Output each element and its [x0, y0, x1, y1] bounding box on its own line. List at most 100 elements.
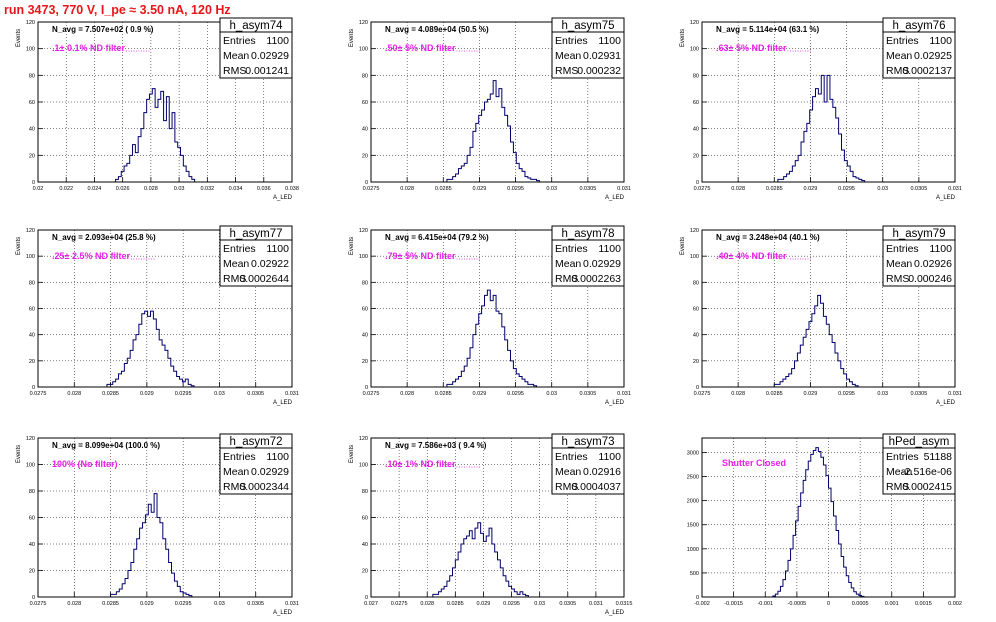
y-tick-label: 100	[359, 463, 368, 469]
y-tick-label: 120	[690, 228, 699, 234]
stat-value-mean: 0.02929	[583, 258, 621, 270]
stats-box-frame	[219, 17, 293, 79]
y-tick-label: 40	[29, 333, 35, 339]
x-tick-label: 0.0295	[507, 186, 524, 192]
x-axis-title: A_LED	[936, 195, 956, 201]
y-tick-label: 2500	[687, 475, 699, 481]
plot-frame	[701, 229, 956, 388]
x-tick-label: 0.032	[200, 186, 214, 192]
stat-value-rms: 0.0002415	[902, 481, 952, 493]
stats-box-frame	[219, 225, 293, 287]
y-tick-label: 60	[362, 100, 368, 106]
histogram-panel-h_asym75: 0.0275 0.028 0.0285 0.029 0.0295 0.03 0.0305 0.…	[349, 17, 631, 201]
y-tick-label: 40	[693, 127, 699, 133]
y-tick-label: 100	[690, 47, 699, 53]
x-tick-label: 0.031	[285, 601, 299, 607]
stat-label-entries: Entries	[886, 243, 919, 255]
histogram-panel-h_asym78: 0.0275 0.028 0.0285 0.029 0.0295 0.03 0.0305 0.…	[349, 225, 631, 406]
x-tick-label: 0.0275	[694, 391, 711, 397]
y-tick-label: 120	[26, 228, 35, 234]
n-avg-label: N_avg = 2.093e+04 (25.8 %)	[52, 233, 156, 242]
y-tick-label: 1500	[687, 523, 699, 529]
stats-box-frame	[551, 225, 625, 287]
y-tick-label: 80	[362, 489, 368, 495]
y-tick-label: 2000	[687, 499, 699, 505]
y-tick-label: 120	[26, 436, 35, 442]
stat-value-entries: 1100	[929, 243, 952, 255]
plot-frame	[370, 21, 625, 183]
x-tick-label: 0.0295	[507, 391, 524, 397]
stat-label-mean: Mean	[886, 466, 912, 478]
x-axis-title: A_LED	[273, 400, 293, 406]
stat-value-mean: 0.02929	[251, 50, 289, 62]
x-tick-label: 0.028	[731, 186, 745, 192]
stat-value-rms: 0.0002263	[571, 273, 621, 285]
x-tick-label: 0.0305	[910, 391, 927, 397]
stat-value-entries: 1100	[598, 451, 621, 463]
x-tick-label: 0.0305	[910, 186, 927, 192]
stats-box: h_asym76 Entries 1100 Mean 0.02925 RMS0.00021…	[882, 17, 956, 79]
y-tick-label: 20	[362, 569, 368, 575]
stat-value-rms: 0.001241	[245, 65, 289, 77]
x-tick-label: -0.0005	[788, 601, 807, 607]
y-tick-label: 20	[29, 569, 35, 575]
x-axis-title: A_LED	[605, 610, 625, 616]
y-tick-label: 60	[693, 307, 699, 313]
x-axis-title: A_LED	[936, 400, 956, 406]
histogram-name: h_asym73	[561, 436, 614, 448]
stat-value-mean: 0.02931	[583, 50, 621, 62]
y-tick-label: 40	[362, 542, 368, 548]
stats-box: h_asym79 Entries 1100 Mean 0.02926 RMS0.00024…	[882, 225, 956, 287]
x-tick-label: 0.03	[877, 391, 888, 397]
stats-box-frame	[882, 17, 956, 79]
y-tick-label: 20	[693, 153, 699, 159]
x-tick-label: 0.0285	[766, 186, 783, 192]
x-tick-label: 0.0005	[852, 601, 869, 607]
stat-label-mean: Mean	[555, 50, 581, 62]
x-tick-label: 0.029	[140, 601, 154, 607]
x-tick-label: 0.0275	[30, 601, 47, 607]
y-tick-label: 20	[362, 359, 368, 365]
x-tick-label: 0.0275	[363, 186, 380, 192]
stat-value-entries: 1100	[266, 243, 289, 255]
filter-label: .10± 1% ND filter	[385, 459, 456, 469]
x-tick-label: 0.028	[420, 601, 434, 607]
stat-value-mean: 0.02916	[583, 466, 621, 478]
filter-label: .1± 0.1% ND filter	[52, 43, 125, 53]
x-tick-label: 0.022	[59, 186, 73, 192]
histogram-series	[777, 74, 866, 182]
histogram-name: h_asym74	[229, 20, 283, 32]
stat-value-entries: 1100	[266, 35, 289, 47]
x-tick-label: 0.0275	[391, 601, 408, 607]
y-tick-label: 120	[26, 20, 35, 26]
y-tick-label: 60	[29, 307, 35, 313]
stat-label-entries: Entries	[886, 35, 919, 47]
stat-value-entries: 1100	[266, 451, 289, 463]
histogram-name: h_asym77	[229, 228, 282, 240]
stat-value-mean: 0.02925	[914, 50, 952, 62]
stat-label-rms: RMS	[555, 481, 578, 493]
stat-label-rms: RMS	[555, 65, 578, 77]
filter-label: .63± 5% ND filter	[716, 43, 787, 53]
histogram-series	[106, 310, 195, 387]
plot-frame	[37, 437, 293, 598]
x-tick-label: 0.0295	[838, 391, 855, 397]
y-tick-label: 40	[29, 542, 35, 548]
y-tick-label: 60	[362, 307, 368, 313]
stats-box: h_asym75 Entries 1100 Mean 0.02931 RMS0.00023…	[551, 17, 625, 79]
x-tick-label: 0	[827, 601, 830, 607]
y-tick-label: 40	[29, 127, 35, 133]
x-tick-label: 0.03	[877, 186, 888, 192]
y-tick-label: 100	[359, 254, 368, 260]
histogram-name: h_asym76	[892, 20, 945, 32]
x-tick-label: 0.0305	[579, 186, 596, 192]
y-tick-label: 80	[362, 73, 368, 79]
histogram-name: hPed_asym	[889, 436, 950, 448]
stats-box: h_asym77 Entries 1100 Mean 0.02922 RMS0.00026…	[219, 225, 293, 287]
y-tick-label: 0	[696, 180, 699, 186]
stat-label-mean: Mean	[223, 258, 249, 270]
y-tick-label: 80	[29, 73, 35, 79]
x-tick-label: 0.0275	[363, 391, 380, 397]
histogram-panel-hPed_asym: -0.002 -0.0015 -0.001 -0.0005 0 0.0005 0.001 0.…	[687, 433, 962, 607]
